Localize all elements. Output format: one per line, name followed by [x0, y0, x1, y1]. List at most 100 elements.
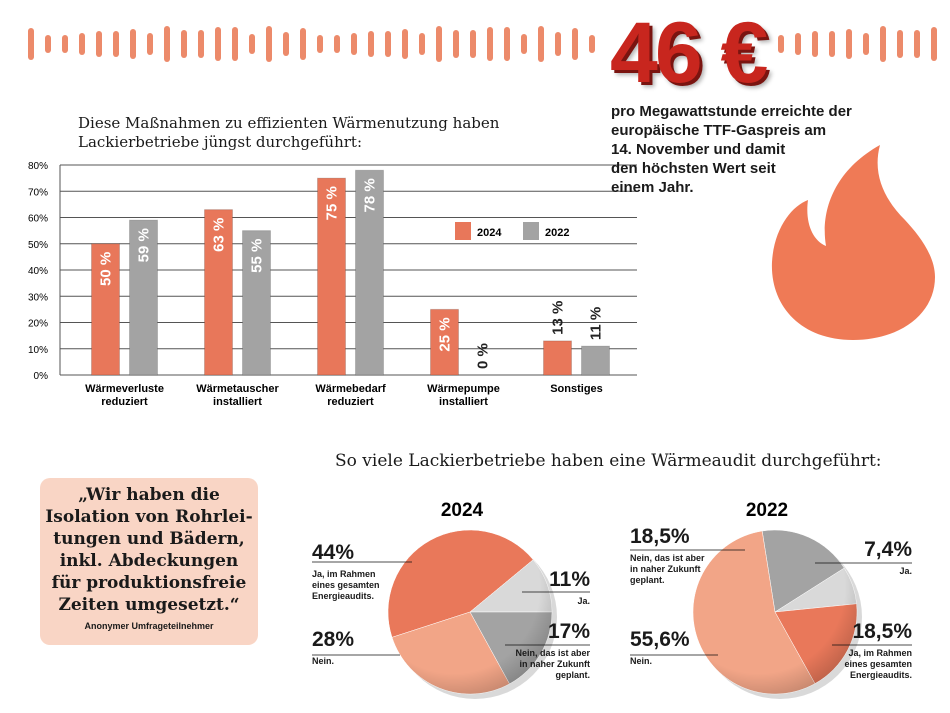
- bar: [91, 243, 120, 376]
- decor-bar: [846, 29, 852, 59]
- description-line: den höchsten Wert seit: [611, 160, 776, 177]
- decor-bar: [453, 30, 459, 58]
- pie-label: 7,4% Ja.: [832, 538, 912, 577]
- quote-text: „Wir haben die Isolation von Rohrlei-tung…: [40, 484, 258, 616]
- pie-shading: [388, 530, 552, 694]
- x-tick-label: Sonstiges: [550, 383, 603, 395]
- bar: [242, 230, 271, 376]
- x-tick-label: Wärmeverluste reduziert: [85, 383, 164, 408]
- decor-bar: [436, 26, 442, 62]
- value-label: 75 %: [324, 186, 341, 220]
- pie-title: 2022: [746, 500, 788, 521]
- legend-label: 2022: [545, 227, 569, 239]
- value-label: 63 %: [211, 218, 228, 252]
- x-tick-label: Wärmebedarf reduziert: [315, 383, 386, 408]
- pie-category-label: Nein, das ist aber in naher Zukunft gepl…: [515, 648, 590, 680]
- decor-bar: [385, 31, 391, 57]
- pie-value-label: 17%: [547, 620, 590, 643]
- bar: [204, 209, 233, 376]
- y-tick-label: 70%: [28, 187, 48, 198]
- pie-label: 11% Ja.: [510, 568, 590, 607]
- value-label: 78 %: [362, 178, 379, 212]
- bar: [430, 308, 459, 376]
- decor-bar: [914, 30, 920, 58]
- decor-bar: [368, 31, 374, 57]
- pie-value-label: 44%: [312, 541, 355, 564]
- pie-category-label: Ja.: [899, 566, 912, 576]
- pie-category-label: Ja, im Rahmen eines gesamten Energieaudi…: [312, 569, 380, 601]
- pie-label: 18,5% Ja, im Rahmen eines gesamten Energi…: [832, 620, 912, 681]
- headline-number: 46 €: [610, 5, 768, 101]
- y-tick-label: 60%: [28, 214, 48, 225]
- decor-bar: [521, 34, 527, 54]
- value-label: 55 %: [249, 239, 266, 273]
- decor-bar: [504, 27, 510, 61]
- decor-bar: [249, 34, 255, 54]
- bar: [355, 169, 384, 376]
- decor-bar: [572, 28, 578, 60]
- pie-section-title: So viele Lackierbetriebe haben eine Wärm…: [335, 451, 882, 471]
- decor-bar: [863, 33, 869, 55]
- quote-line: „Wir haben die: [78, 485, 220, 505]
- decor-bar: [79, 33, 85, 55]
- description-line: pro Megawattstunde erreichte der: [611, 103, 852, 120]
- y-tick-label: 30%: [28, 292, 48, 303]
- decor-bar: [897, 30, 903, 58]
- decor-bar: [419, 33, 425, 55]
- bar: [581, 345, 610, 376]
- x-tick-label: Wärmepumpe installiert: [427, 383, 500, 408]
- quote-line: tungen und Bädern,: [53, 529, 245, 549]
- y-tick-label: 10%: [28, 345, 48, 356]
- pie-label: 18,5% Nein, das ist aber in naher Zukunft…: [630, 525, 710, 586]
- pie-shading: [693, 530, 857, 694]
- decor-bar: [232, 27, 238, 61]
- bar-chart-title: Diese Maßnahmen zu effizienten Wärmenutz…: [78, 114, 500, 151]
- decor-bar: [283, 32, 289, 56]
- decor-bar: [300, 28, 306, 60]
- decor-bar: [96, 31, 102, 57]
- decor-bar: [795, 33, 801, 55]
- quote-box: „Wir haben die Isolation von Rohrlei-tung…: [40, 478, 258, 645]
- decor-bar: [317, 35, 323, 53]
- value-label: 59 %: [136, 228, 153, 262]
- pie-label: 17% Nein, das ist aber in naher Zukunft g…: [510, 620, 590, 681]
- quote-line: Isolation von Rohrlei-: [45, 507, 253, 527]
- headline-description: pro Megawattstunde erreichte der europäis…: [611, 102, 852, 197]
- decor-bar: [147, 33, 153, 55]
- bar: [317, 177, 346, 376]
- pie-category-label: Ja, im Rahmen eines gesamten Energieaudi…: [844, 648, 912, 680]
- legend-swatch: [455, 222, 471, 240]
- decor-bar: [402, 29, 408, 59]
- flame-icon: [771, 145, 935, 340]
- decor-bar: [538, 26, 544, 62]
- bar: [129, 219, 158, 376]
- pie-category-label: Nein.: [312, 656, 335, 666]
- value-label: 25 %: [437, 317, 454, 351]
- decor-bar: [351, 33, 357, 55]
- decor-bar: [215, 27, 221, 61]
- description-line: 14. November und damit: [611, 141, 786, 158]
- bar: [543, 340, 572, 376]
- decor-bar: [589, 35, 595, 53]
- decor-bar: [28, 28, 34, 60]
- pie-value-label: 18,5%: [852, 620, 912, 643]
- value-label: 0 %: [475, 343, 492, 369]
- quote-line: für produktionsfreie: [51, 573, 247, 593]
- decor-bar: [334, 35, 340, 53]
- decor-bar: [829, 31, 835, 57]
- decor-bar: [880, 26, 886, 62]
- pie-label: 44% Ja, im Rahmen eines gesamten Energiea…: [312, 541, 392, 602]
- decor-bar: [487, 27, 493, 61]
- pie-category-label: Nein, das ist aber in naher Zukunft gepl…: [630, 553, 705, 585]
- legend-label: 2024: [477, 227, 502, 239]
- y-tick-label: 80%: [28, 161, 48, 172]
- y-tick-label: 0%: [34, 371, 49, 382]
- pie-category-label: Ja.: [577, 596, 590, 606]
- pie-value-label: 28%: [312, 628, 355, 651]
- decor-bar: [164, 26, 170, 62]
- quote-line: inkl. Abdeckungen: [59, 551, 239, 571]
- legend-swatch: [523, 222, 539, 240]
- y-tick-label: 20%: [28, 319, 48, 330]
